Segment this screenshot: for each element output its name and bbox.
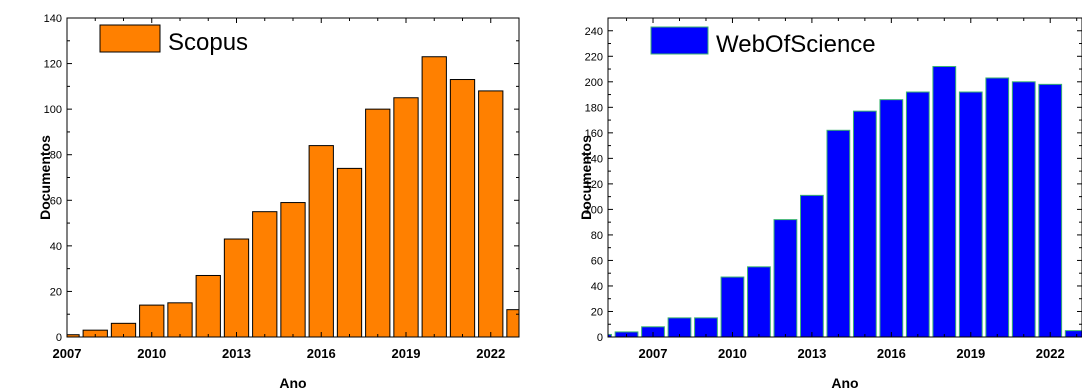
bar-2018 <box>932 65 957 337</box>
y-tick-label-0: 0 <box>597 332 603 344</box>
bar-2021 <box>1011 81 1036 337</box>
y-axis-title: Documentos <box>37 135 53 220</box>
legend-swatch <box>99 24 161 53</box>
bar-2012 <box>773 219 798 337</box>
y-tick-label-200: 200 <box>585 77 603 89</box>
bar-2022 <box>1038 83 1063 337</box>
bar-2020 <box>985 77 1010 337</box>
x-tick-label-2013: 2013 <box>797 346 826 361</box>
x-tick-label-2016: 2016 <box>307 346 336 361</box>
y-tick-label-120: 120 <box>44 59 62 71</box>
y-tick-label-80: 80 <box>591 230 603 242</box>
bars <box>67 56 519 337</box>
y-tick-label-80: 80 <box>50 150 62 162</box>
bar-2008 <box>82 329 108 337</box>
y-tick-label-20: 20 <box>591 306 603 318</box>
y-tick-label-160: 160 <box>585 128 603 140</box>
bar-2010 <box>720 276 745 337</box>
legend-label: Scopus <box>168 29 248 56</box>
bar-2010 <box>139 304 165 337</box>
y-tick-label-140: 140 <box>585 153 603 165</box>
x-tick-label-2010: 2010 <box>718 346 747 361</box>
bar-2007 <box>641 326 665 337</box>
bar-2021 <box>449 79 476 337</box>
bar-2005 <box>608 333 612 337</box>
x-tick-label-2022: 2022 <box>1036 346 1065 361</box>
x-tick-label-2013: 2013 <box>222 346 251 361</box>
y-tick-label-0: 0 <box>56 332 62 344</box>
y-tick-label-60: 60 <box>50 195 62 207</box>
plot-frame <box>607 17 1082 338</box>
bar-2014 <box>252 211 278 337</box>
scopus-chart: 0 20 40 60 80 100 120 140 2007 2010 2013 2016 2019 20… <box>37 13 520 391</box>
bar-2015 <box>852 110 877 337</box>
bar-2007 <box>67 334 80 337</box>
bar-2013 <box>800 194 824 337</box>
webofscience-chart: 0 20 40 60 80 100 120 140 160 180 200 220 240 2007 201… <box>578 17 1082 391</box>
y-tick-label-60: 60 <box>591 255 603 267</box>
bar-2020 <box>421 56 447 337</box>
y-tick-label-120: 120 <box>585 179 603 191</box>
bars <box>608 65 1082 337</box>
bar-2013 <box>223 238 250 337</box>
bar-2015 <box>280 202 306 337</box>
bar-2016 <box>879 99 904 337</box>
bar-2011 <box>167 302 193 337</box>
y-tick-label-20: 20 <box>50 286 62 298</box>
x-axis-title: Ano <box>279 375 306 391</box>
y-tick-label-100: 100 <box>44 104 62 116</box>
x-tick-label-2019: 2019 <box>392 346 421 361</box>
y-tick-label-140: 140 <box>44 13 62 25</box>
y-tick-label-40: 40 <box>591 281 603 293</box>
x-tick-label-2016: 2016 <box>877 346 906 361</box>
bar-2023 <box>1064 330 1082 337</box>
y-tick-label-180: 180 <box>585 102 603 114</box>
x-tick-label-2007: 2007 <box>639 346 668 361</box>
bar-2014 <box>826 129 851 337</box>
legend-label: WebOfScience <box>716 31 876 58</box>
bar-2017 <box>336 167 363 337</box>
bar-2022 <box>478 90 504 337</box>
legend-swatch <box>650 26 709 55</box>
bar-2016 <box>308 145 334 337</box>
bar-2019 <box>393 97 419 337</box>
bar-2018 <box>365 108 391 337</box>
x-tick-label-2022: 2022 <box>476 346 505 361</box>
bar-2019 <box>958 91 983 337</box>
y-axis-title: Documentos <box>578 135 594 220</box>
y-tick-label-240: 240 <box>585 26 603 38</box>
x-tick-label-2010: 2010 <box>137 346 166 361</box>
y-tick-label-100: 100 <box>585 204 603 216</box>
y-tick-label-220: 220 <box>585 51 603 63</box>
bar-2017 <box>905 91 930 337</box>
x-tick-label-2019: 2019 <box>956 346 985 361</box>
x-axis-title: Ano <box>831 375 858 391</box>
bar-2012 <box>195 274 221 337</box>
y-tick-label-40: 40 <box>50 241 62 253</box>
bar-2011 <box>747 266 771 337</box>
x-tick-label-2007: 2007 <box>53 346 82 361</box>
